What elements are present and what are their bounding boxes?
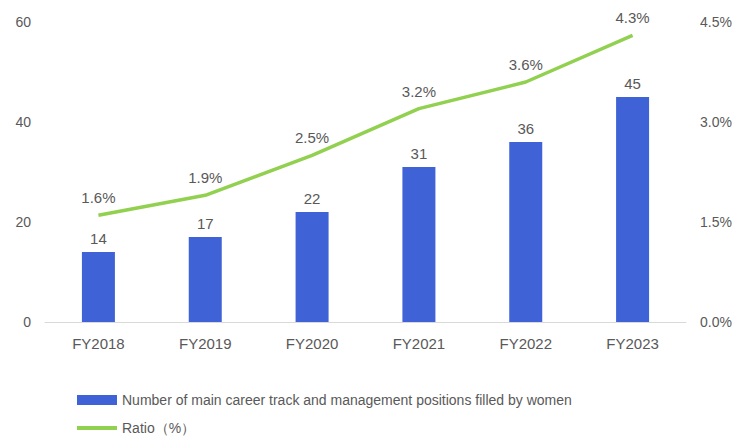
svg-text:36: 36 [517, 120, 534, 137]
svg-text:2.5%: 2.5% [295, 129, 329, 146]
svg-text:FY2022: FY2022 [499, 335, 552, 352]
svg-text:45: 45 [624, 75, 641, 92]
svg-text:Number of main career track an: Number of main career track and manageme… [122, 392, 572, 408]
svg-text:22: 22 [304, 190, 321, 207]
svg-text:14: 14 [90, 230, 107, 247]
svg-text:FY2018: FY2018 [72, 335, 125, 352]
svg-text:FY2023: FY2023 [606, 335, 659, 352]
svg-text:40: 40 [15, 114, 31, 130]
svg-text:4.3%: 4.3% [615, 9, 649, 26]
svg-text:FY2020: FY2020 [286, 335, 339, 352]
svg-text:1.9%: 1.9% [188, 169, 222, 186]
svg-text:60: 60 [15, 14, 31, 30]
svg-text:20: 20 [15, 214, 31, 230]
svg-text:3.6%: 3.6% [509, 56, 543, 73]
svg-text:3.2%: 3.2% [402, 83, 436, 100]
svg-text:0: 0 [23, 314, 31, 330]
svg-text:3.0%: 3.0% [700, 114, 732, 130]
svg-text:FY2019: FY2019 [179, 335, 232, 352]
svg-text:17: 17 [197, 215, 214, 232]
svg-text:1.6%: 1.6% [81, 189, 115, 206]
svg-text:4.5%: 4.5% [700, 14, 732, 30]
svg-text:Ratio（%）: Ratio（%） [122, 420, 195, 436]
svg-text:31: 31 [411, 145, 428, 162]
svg-text:1.5%: 1.5% [700, 214, 732, 230]
svg-text:FY2021: FY2021 [393, 335, 446, 352]
svg-text:0.0%: 0.0% [700, 314, 732, 330]
